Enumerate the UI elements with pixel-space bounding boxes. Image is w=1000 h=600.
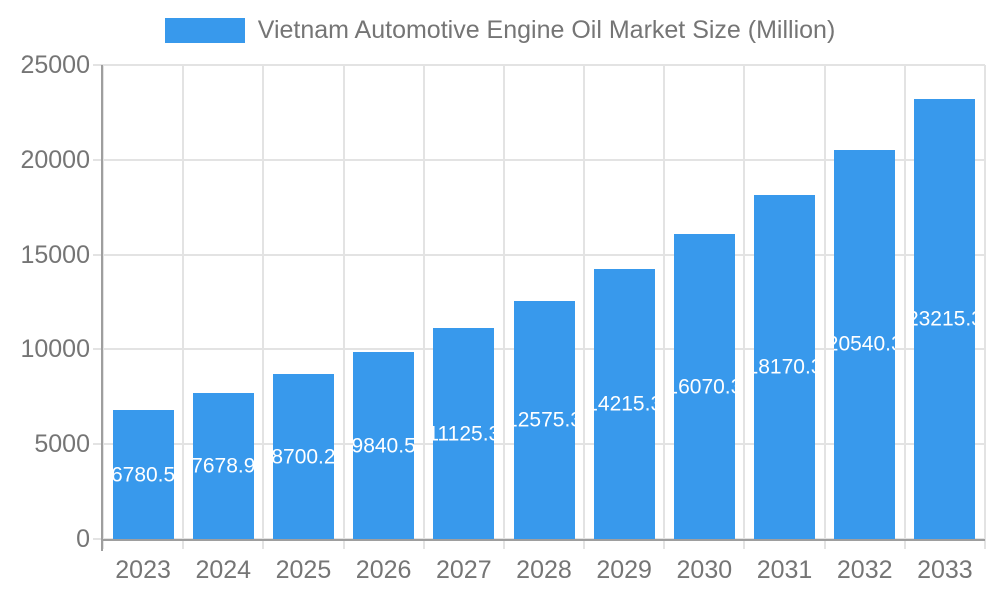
v-gridline xyxy=(102,65,104,549)
y-axis-line xyxy=(101,65,103,551)
bar-value-label: 7678.9 xyxy=(192,454,254,478)
x-axis-tick-label: 2028 xyxy=(516,556,572,584)
v-gridline xyxy=(743,65,746,549)
bar-2026: 9840.5 xyxy=(353,352,415,539)
y-axis-tick-label: 25000 xyxy=(20,51,90,79)
x-axis-tick-label: 2024 xyxy=(195,556,252,584)
v-gridline xyxy=(903,65,906,549)
bar-value-label: 14215.3 xyxy=(594,392,655,416)
x-axis-tick-label: 2031 xyxy=(756,556,813,584)
legend: Vietnam Automotive Engine Oil Market Siz… xyxy=(0,16,1000,45)
plot-area: 0 5000 10000 15000 20000 25000 6780.5 2023 7678.… xyxy=(20,51,986,584)
bar-2023: 6780.5 xyxy=(112,410,174,539)
v-gridline xyxy=(663,65,666,549)
x-axis-tick-label: 2033 xyxy=(917,556,973,584)
bar-2027: 11125.3 xyxy=(433,328,495,539)
legend-swatch xyxy=(164,18,245,43)
bar-value-label: 6780.5 xyxy=(112,463,174,487)
h-gridline xyxy=(93,158,985,161)
bar-value-label: 8700.2 xyxy=(272,445,334,469)
y-axis-tick-label: 0 xyxy=(76,525,90,553)
x-axis-tick-label: 2027 xyxy=(435,556,492,584)
x-axis-tick-label: 2025 xyxy=(275,556,332,584)
bar-value-label: 9840.5 xyxy=(353,434,415,458)
y-axis-tick-label: 5000 xyxy=(34,430,90,459)
x-axis-tick-label: 2023 xyxy=(115,556,171,584)
y-axis-tick-label: 20000 xyxy=(20,145,90,174)
x-axis-line xyxy=(101,539,985,541)
bar-value-label: 20540.3 xyxy=(834,332,895,356)
v-gridline xyxy=(502,65,505,549)
x-axis-tick-label: 2026 xyxy=(355,556,412,584)
x-axis-tick-label: 2030 xyxy=(676,556,733,584)
bar-value-label: 18170.3 xyxy=(754,355,815,379)
v-gridline xyxy=(984,65,986,549)
v-gridline xyxy=(583,65,586,549)
bar-2030: 16070.3 xyxy=(673,234,735,539)
x-axis-tick-label: 2032 xyxy=(836,556,893,584)
bar-value-label: 16070.3 xyxy=(674,375,735,399)
bar-2032: 20540.3 xyxy=(834,149,896,539)
legend-label: Vietnam Automotive Engine Oil Market Siz… xyxy=(257,16,836,44)
bar-2029: 14215.3 xyxy=(593,269,655,539)
v-gridline xyxy=(422,65,425,549)
v-gridline xyxy=(823,65,826,549)
bar-2025: 8700.2 xyxy=(272,374,334,539)
v-gridline xyxy=(182,65,185,549)
x-axis-tick-label: 2029 xyxy=(596,556,652,584)
v-gridline xyxy=(262,65,265,549)
bar-value-label: 11125.3 xyxy=(433,422,494,446)
bar-2028: 12575.3 xyxy=(513,300,575,539)
bar-2031: 18170.3 xyxy=(754,194,816,539)
h-gridline xyxy=(93,64,985,66)
bar-value-label: 12575.3 xyxy=(514,408,575,432)
h-gridline xyxy=(93,253,985,256)
bar-2024: 7678.9 xyxy=(192,393,254,539)
v-gridline xyxy=(342,65,345,549)
y-axis-tick-label: 15000 xyxy=(20,240,90,269)
y-axis-tick-label: 10000 xyxy=(20,335,90,364)
